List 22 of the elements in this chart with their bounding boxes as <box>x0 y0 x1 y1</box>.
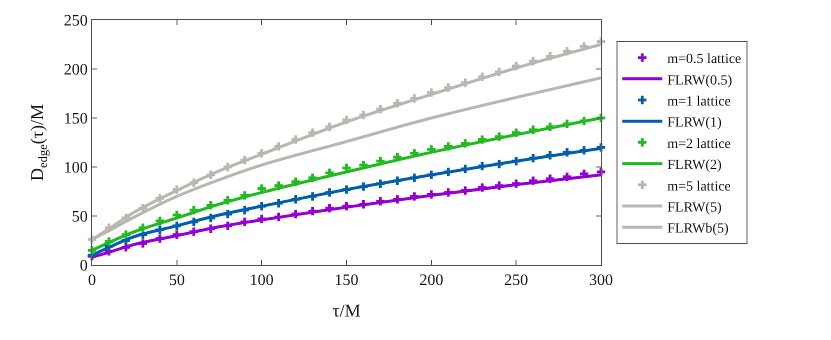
legend-label: m=1 lattice <box>667 94 731 110</box>
legend-label: FLRW(1) <box>667 116 722 131</box>
legend-label: FLRW(2) <box>667 158 722 174</box>
legend-label: FLRW(5) <box>667 200 722 216</box>
legend-label: FLRW(0.5) <box>667 73 733 88</box>
y-tick-label: 0 <box>80 258 88 275</box>
y-tick-label: 150 <box>64 110 88 128</box>
y-tick-label: 50 <box>72 208 88 226</box>
x-tick-label: 100 <box>250 272 274 290</box>
x-tick-label: 150 <box>334 272 358 290</box>
x-tick-label: 250 <box>504 272 528 290</box>
x-tick-label: 300 <box>589 272 613 290</box>
x-axis-title: τ/M <box>332 300 361 320</box>
legend-label: FLRWb(5) <box>667 222 730 237</box>
x-tick-label: 200 <box>419 272 444 290</box>
legend-label: m=0.5 lattice <box>667 52 742 68</box>
legend-label: m=5 lattice <box>667 179 731 194</box>
legend-label: m=2 lattice <box>667 136 731 152</box>
y-tick-label: 200 <box>64 62 88 79</box>
y-tick-label: 250 <box>64 12 88 30</box>
y-tick-label: 100 <box>64 160 88 177</box>
x-tick-label: 50 <box>168 272 185 290</box>
